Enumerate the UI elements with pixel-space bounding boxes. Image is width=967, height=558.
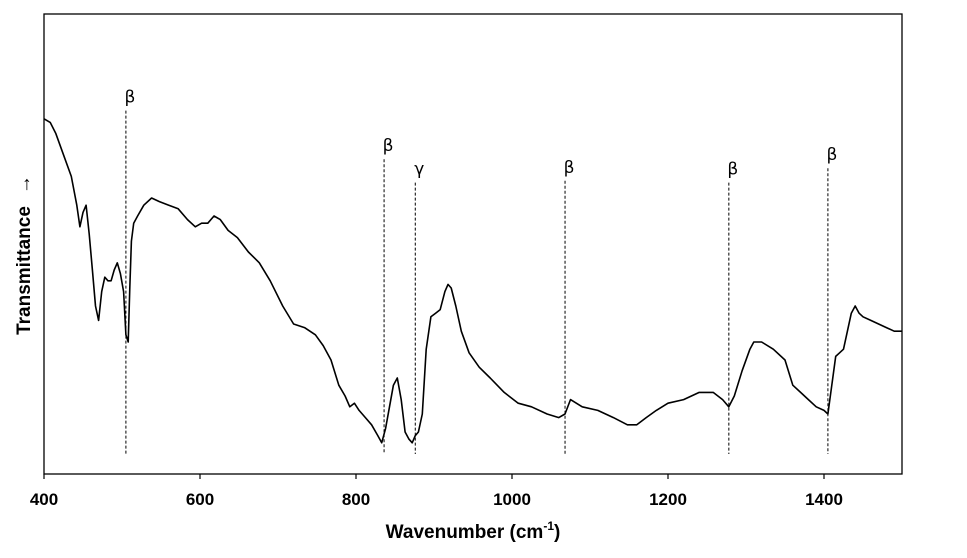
- peak-label: β: [124, 88, 135, 108]
- plot-frame: [43, 13, 903, 475]
- peak-label: β: [727, 160, 738, 180]
- x-axis-title: Wavenumber (cm-1): [386, 519, 561, 543]
- peak-label: β: [826, 145, 837, 165]
- peak-label: β: [383, 136, 394, 156]
- peak-label: γ: [414, 160, 424, 180]
- x-axis-ticks: 400 600 800 1000 1200 1400: [30, 474, 843, 509]
- x-tick-label: 800: [342, 490, 370, 509]
- x-tick-label: 1200: [649, 490, 687, 509]
- x-tick-label: 1000: [493, 490, 531, 509]
- x-tick-label: 1400: [805, 490, 843, 509]
- x-tick-label: 400: [30, 490, 58, 509]
- y-axis-title: Transmittance→: [14, 175, 35, 335]
- peak-annotations: ββγ β ββ: [124, 88, 837, 454]
- spectrum-line: [43, 118, 902, 444]
- peak-label: β: [564, 158, 575, 178]
- x-tick-label: 600: [186, 490, 214, 509]
